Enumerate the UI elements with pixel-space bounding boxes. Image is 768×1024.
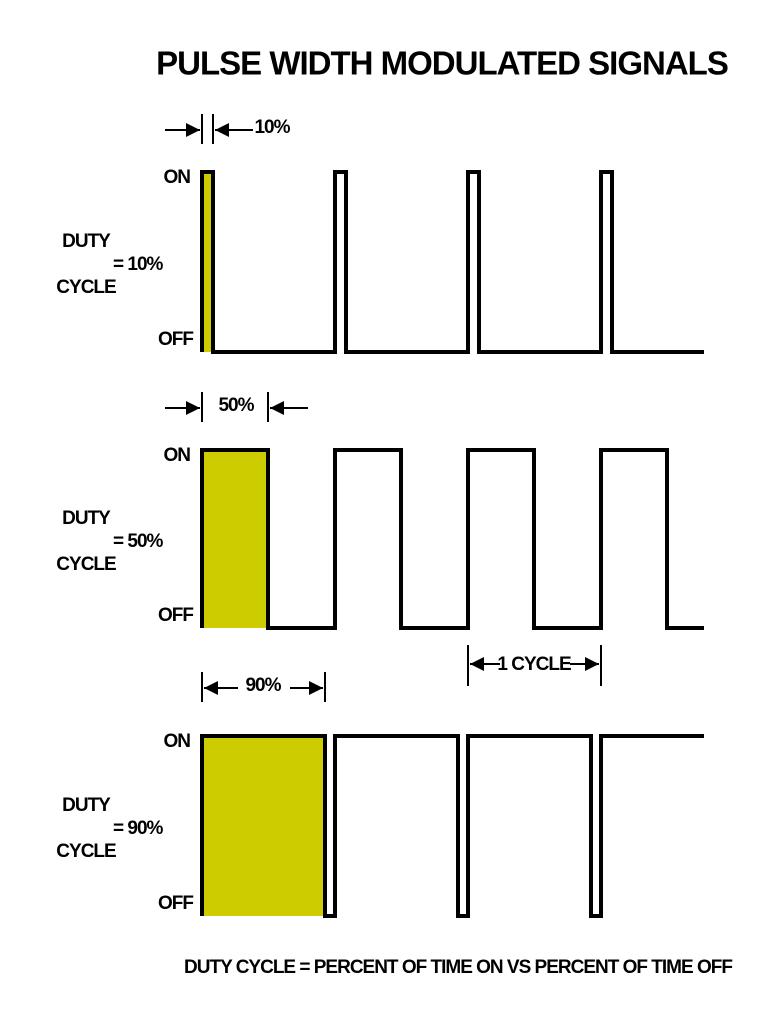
duty-fill [202,736,325,916]
width-label: 90% [245,675,281,696]
width-label: 10% [254,117,290,138]
off-label: OFF [158,329,193,350]
cycle-word: CYCLE [56,554,116,575]
duty-word: DUTY [62,508,111,529]
duty-value: = 10% [113,254,164,275]
waveform [200,170,704,354]
duty-fill [202,172,213,352]
off-label: OFF [158,605,193,626]
cycle-word: CYCLE [56,841,116,862]
duty-value: = 50% [113,531,164,552]
cycle-word: CYCLE [56,277,116,298]
waveform [200,734,704,918]
duty-value: = 90% [113,818,164,839]
on-label: ON [164,445,191,466]
duty-word: DUTY [62,795,111,816]
on-label: ON [164,731,191,752]
off-label: OFF [158,893,193,914]
waveform [200,448,704,630]
footer: DUTY CYCLE = PERCENT OF TIME ON VS PERCE… [184,957,732,978]
width-label: 50% [218,395,254,416]
duty-word: DUTY [62,231,111,252]
cycle-dimension [467,645,602,686]
on-label: ON [164,167,191,188]
duty-fill [202,450,268,628]
cycle-label: 1 CYCLE [497,654,571,675]
title: PULSE WIDTH MODULATED SIGNALS [156,45,728,82]
